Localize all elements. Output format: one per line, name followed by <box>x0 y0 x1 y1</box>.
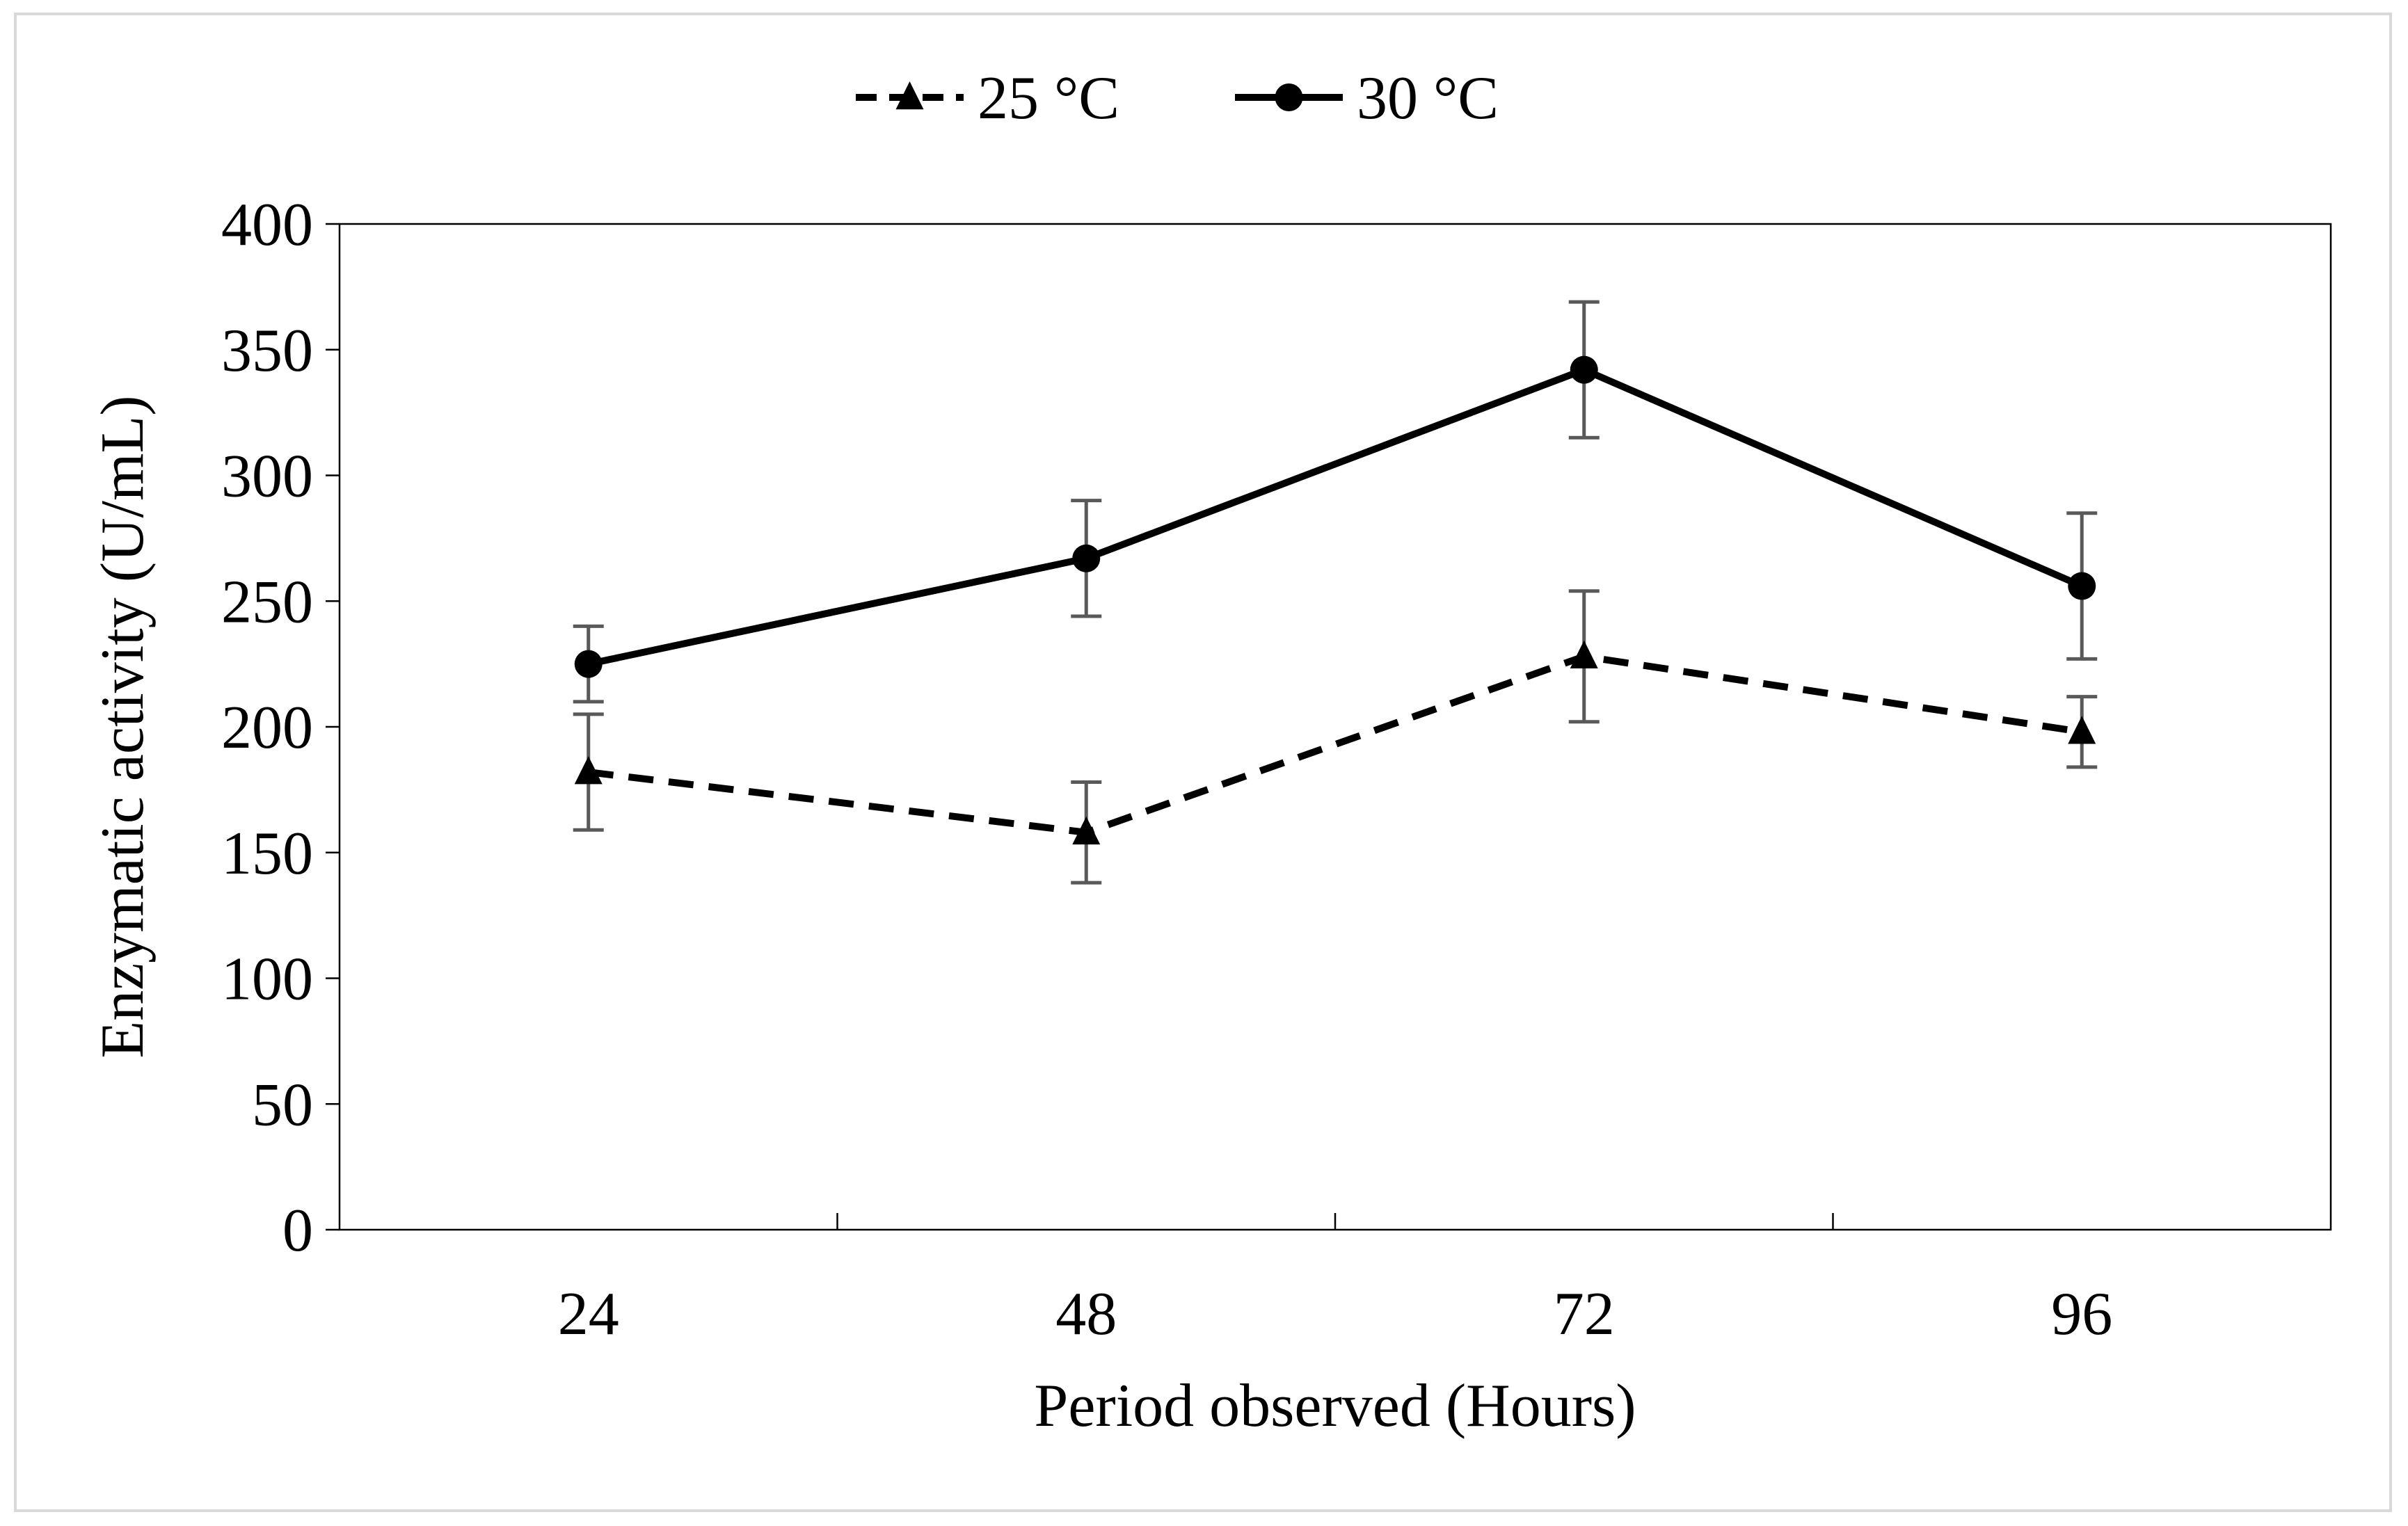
x-tick-label: 24 <box>558 1280 619 1348</box>
y-axis-ticks: 0 50 100 150 200 250 300 350 400 <box>221 191 340 1264</box>
y-tick-label: 0 <box>282 1197 313 1264</box>
legend-label: 25 °C <box>978 65 1119 132</box>
data-point <box>2068 716 2096 744</box>
y-tick-label: 350 <box>221 317 313 385</box>
data-point <box>1072 544 1101 572</box>
data-point <box>1072 816 1101 845</box>
data-point <box>2068 572 2096 600</box>
series-circle <box>573 300 2098 704</box>
plot-area-border <box>338 223 2332 1231</box>
legend-swatch-marker <box>895 81 924 110</box>
y-tick-label: 300 <box>221 443 313 511</box>
data-point <box>1570 355 1598 384</box>
y-tick-label: 100 <box>221 946 313 1013</box>
y-tick-label: 250 <box>221 568 313 636</box>
chart-axes <box>338 223 2332 1231</box>
x-axis-ticks: 24 48 72 96 <box>558 1213 2112 1348</box>
series-line <box>588 652 2082 836</box>
legend-swatch-marker <box>1275 83 1303 111</box>
legend-item: 30 °C <box>1235 65 1499 132</box>
data-point <box>574 650 603 678</box>
legend: 25 °C 30 °C <box>856 65 1499 132</box>
x-tick-label: 72 <box>1554 1280 1615 1348</box>
error-bars <box>573 300 2098 704</box>
x-tick-label: 48 <box>1055 1280 1117 1348</box>
x-axis-title: Period observed (Hours) <box>1034 1372 1636 1440</box>
figure-frame <box>14 13 2392 1512</box>
series-layer <box>573 300 2098 885</box>
y-tick-label: 50 <box>252 1071 313 1139</box>
y-tick-label: 150 <box>221 820 313 888</box>
y-axis-title: Enzymatic activity (U/mL) <box>89 395 157 1058</box>
y-tick-label: 400 <box>221 191 313 259</box>
series-triangle <box>573 589 2098 885</box>
y-tick-label: 200 <box>221 694 313 762</box>
data-point <box>574 756 603 785</box>
x-tick-label: 96 <box>2051 1280 2112 1348</box>
legend-item: 25 °C <box>856 65 1119 132</box>
error-bars <box>573 589 2098 885</box>
data-point <box>1570 640 1598 669</box>
series-line <box>587 366 2084 668</box>
legend-label: 30 °C <box>1357 65 1499 132</box>
